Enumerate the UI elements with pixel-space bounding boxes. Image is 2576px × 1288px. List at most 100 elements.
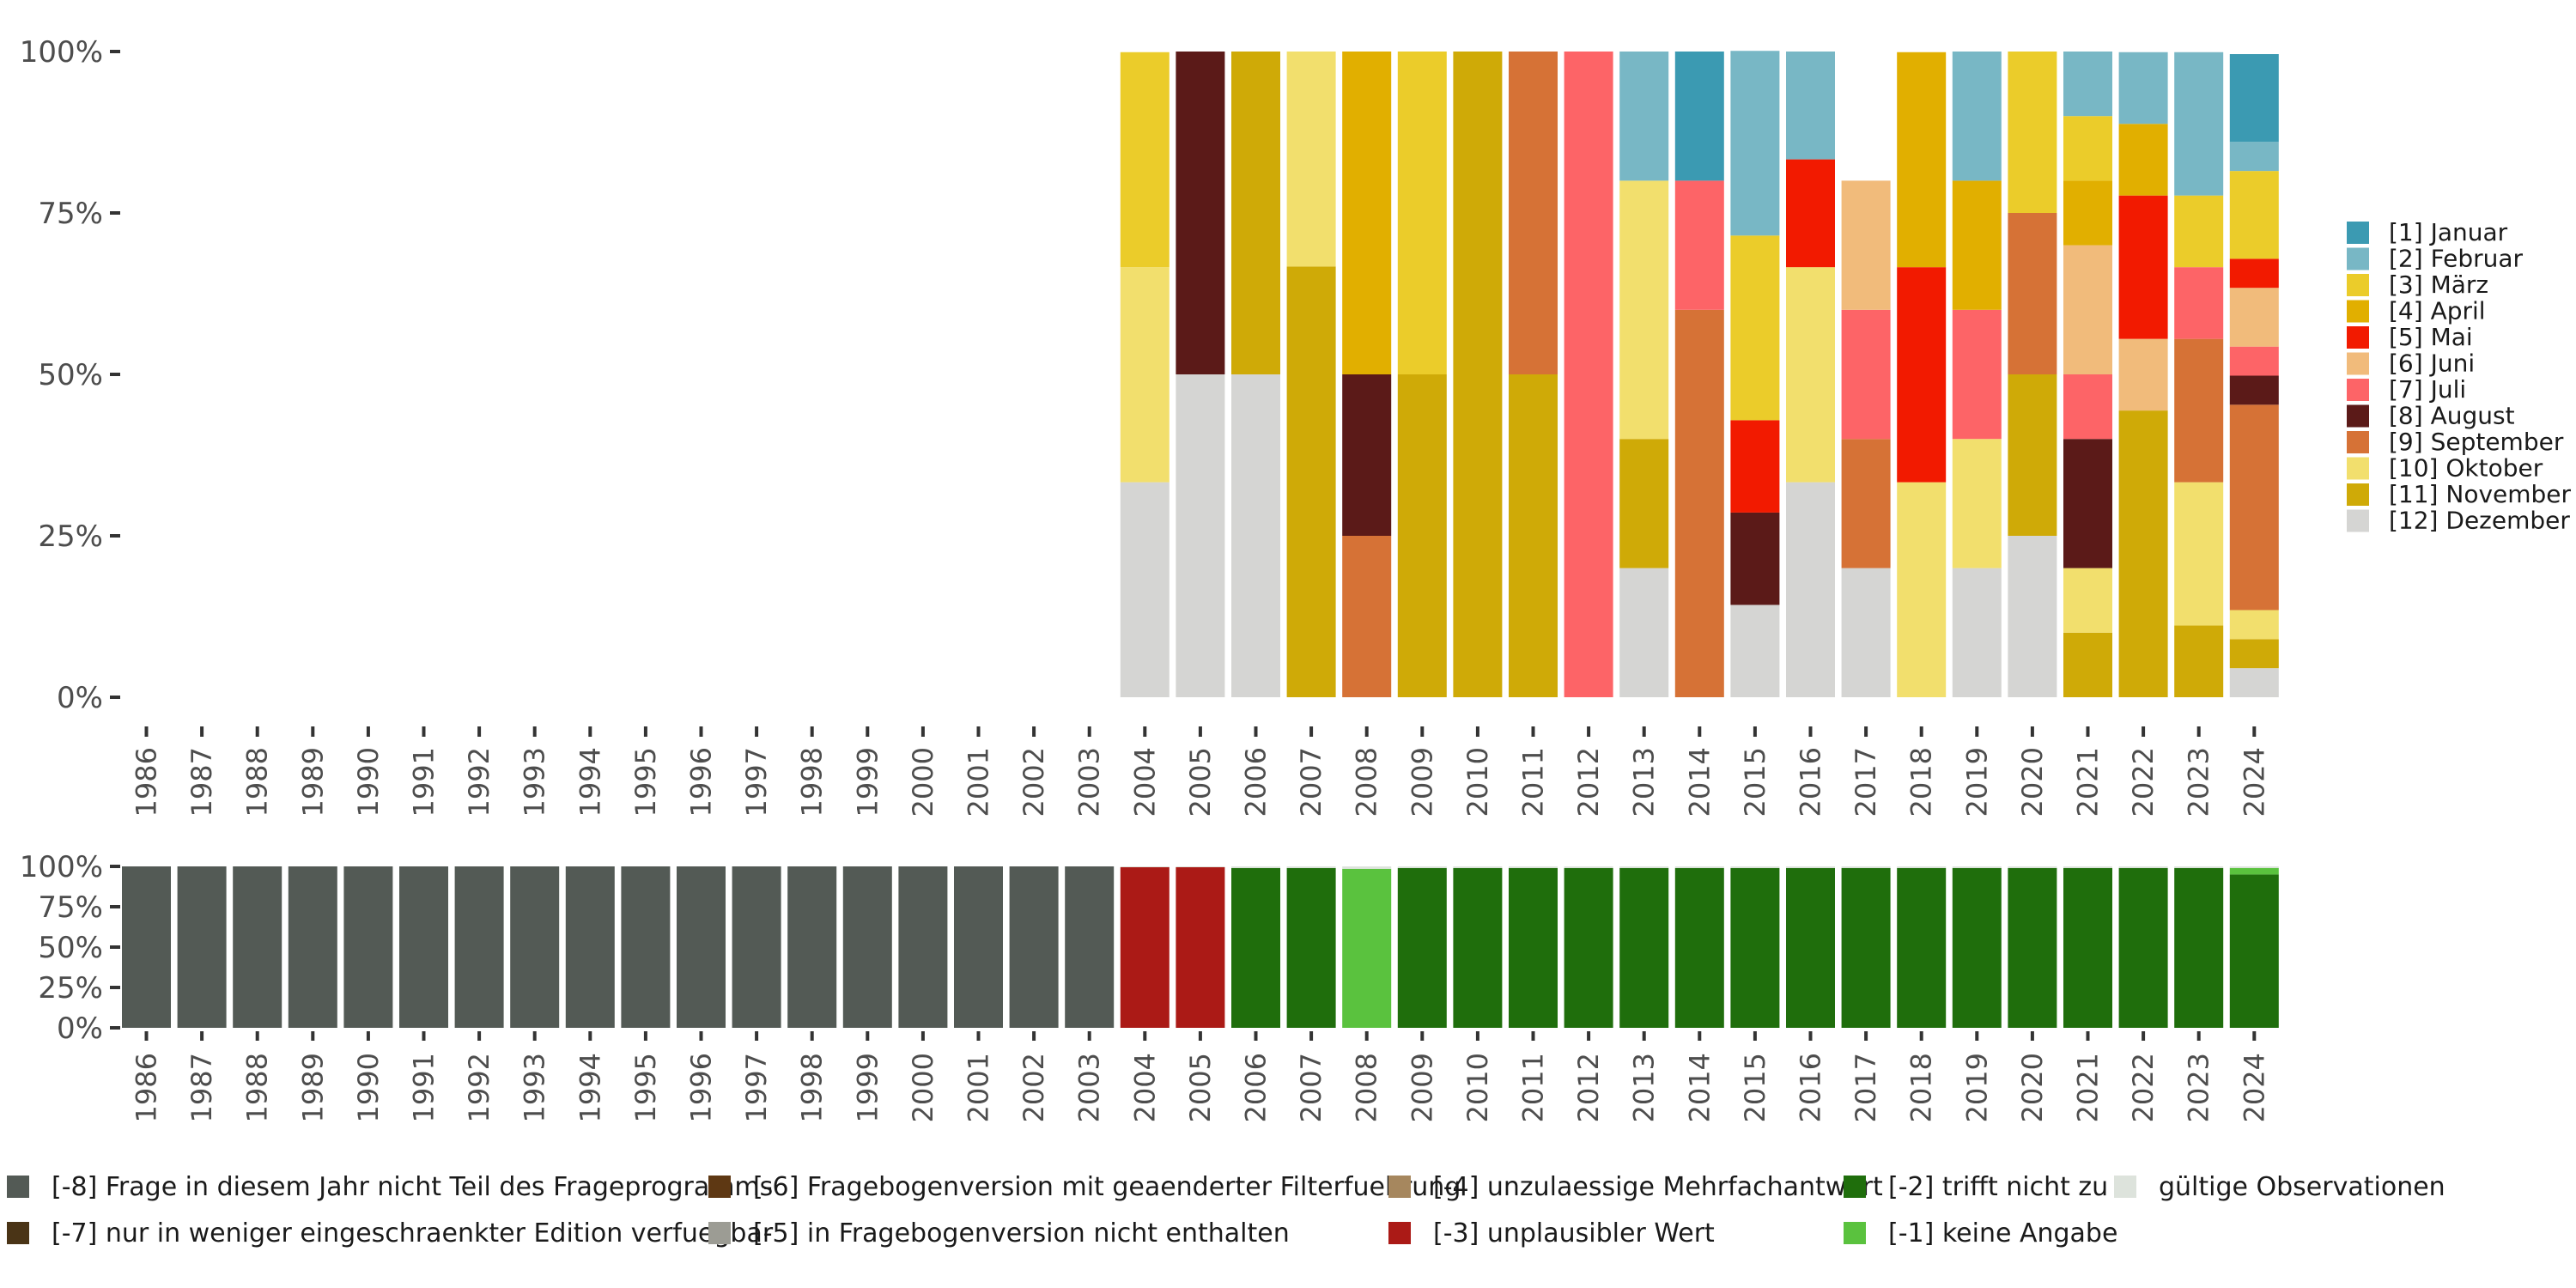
- top-chart-months: 0% 25% 50% 75% 100% 1986 1987 1988 1989 1990 1991 1…: [20, 35, 2279, 817]
- bar-segment: [1730, 51, 1780, 236]
- bar-segment: [2229, 404, 2279, 611]
- bar-segment: [1509, 867, 1558, 1028]
- x-tick-label: 2004: [1128, 747, 1161, 817]
- bar-segment: [1286, 52, 1336, 267]
- bar-segment: [2229, 142, 2279, 172]
- x-tick-label: 2015: [1739, 1053, 1771, 1122]
- bar-segment: [1564, 867, 1613, 1028]
- bar-segment: [1786, 867, 1835, 1028]
- bar-segment: [1897, 866, 1947, 868]
- x-tick-label: 2003: [1073, 747, 1106, 817]
- x-tick-label: 1992: [463, 1053, 495, 1122]
- bar-segment: [1841, 439, 1891, 568]
- bar-segment: [2174, 267, 2224, 339]
- bar-segment: [2229, 375, 2279, 405]
- bar-segment: [1509, 866, 1558, 868]
- legend-swatch: [2347, 509, 2369, 532]
- bar-segment: [1730, 605, 1780, 697]
- bottom-legend: [-8] Frage in diesem Jahr nicht Teil des…: [7, 1172, 2445, 1249]
- bar-segment: [1674, 867, 1724, 1028]
- x-tick-label: 2005: [1184, 747, 1217, 817]
- bar-segment: [1619, 867, 1669, 1028]
- legend-label: [5] Mai: [2389, 323, 2473, 351]
- bar-segment: [1674, 52, 1724, 181]
- legend-swatch: [2347, 274, 2369, 296]
- y-tick-label: 75%: [38, 890, 103, 925]
- bar-segment: [1120, 267, 1170, 483]
- bar-segment: [1120, 52, 1170, 268]
- bar-segment: [510, 866, 560, 1028]
- bar-segment: [2229, 346, 2279, 376]
- x-tick-label: 1995: [629, 747, 662, 817]
- bar-segment: [1009, 866, 1059, 1028]
- x-tick-label: 2007: [1295, 747, 1327, 817]
- bar-segment: [1176, 52, 1225, 374]
- bar-segment: [1841, 867, 1891, 1028]
- x-tick-label: 2011: [1517, 1053, 1550, 1122]
- x-tick-label: 1994: [574, 1053, 606, 1122]
- bar-segment: [1730, 512, 1780, 605]
- bar-segment: [1065, 866, 1115, 1028]
- x-tick-label: 1988: [241, 747, 274, 817]
- bar-segment: [399, 866, 448, 1028]
- bar-segment: [2118, 338, 2168, 411]
- y-tick-label: 75%: [38, 197, 103, 231]
- bar-segment: [2063, 245, 2112, 374]
- y-tick-label: 25%: [38, 971, 103, 1005]
- x-tick-label: 2012: [1572, 1053, 1605, 1122]
- bar-segment: [1286, 866, 1336, 868]
- legend-label: [11] November: [2389, 480, 2572, 508]
- x-tick-label: 2008: [1351, 747, 1383, 817]
- bar-segment: [565, 866, 615, 1028]
- x-tick-label: 2014: [1683, 747, 1716, 817]
- bar-segment: [1397, 866, 1447, 868]
- legend-label: [8] August: [2389, 402, 2515, 430]
- bar-segment: [1730, 866, 1780, 868]
- x-tick-label: 1993: [519, 1053, 551, 1122]
- legend-swatch: [2347, 247, 2369, 270]
- bar-segment: [2008, 52, 2057, 213]
- x-tick-label: 1990: [352, 747, 385, 817]
- bar-segment: [454, 866, 504, 1028]
- bar-segment: [2063, 116, 2112, 181]
- x-tick-label: 2018: [1905, 1053, 1938, 1122]
- x-tick-label: 2013: [1628, 1053, 1661, 1122]
- bar-segment: [1564, 866, 1613, 868]
- legend-swatch: [708, 1176, 731, 1198]
- x-tick-label: 1993: [519, 747, 551, 817]
- bar-segment: [1841, 180, 1891, 310]
- bar-segment: [1674, 180, 1724, 310]
- bar-segment: [1674, 866, 1724, 868]
- top-legend: [1] Januar[2] Februar[3] März[4] April[5…: [2347, 218, 2572, 535]
- x-tick-label: 2009: [1406, 747, 1438, 817]
- legend-label: gültige Observationen: [2159, 1172, 2445, 1202]
- legend-swatch: [708, 1222, 731, 1244]
- bar-segment: [1286, 867, 1336, 1028]
- bar-segment: [2008, 866, 2057, 868]
- x-tick-label: 2006: [1240, 1053, 1273, 1122]
- bar-segment: [1730, 420, 1780, 513]
- bar-segment: [1841, 309, 1891, 440]
- legend-label: [-2] trifft nicht zu: [1888, 1172, 2108, 1202]
- bar-segment: [2063, 866, 2112, 868]
- x-tick-label: 2000: [907, 747, 939, 817]
- bar-segment: [2063, 867, 2112, 1028]
- bar-segment: [1730, 867, 1780, 1028]
- bar-segment: [2118, 124, 2168, 196]
- x-tick-label: 2022: [2127, 1053, 2160, 1122]
- bar-segment: [1397, 867, 1447, 1028]
- x-tick-label: 1999: [851, 747, 884, 817]
- x-tick-label: 2007: [1295, 1053, 1327, 1122]
- bar-segment: [1231, 52, 1280, 374]
- bar-segment: [2229, 258, 2279, 289]
- x-tick-label: 1987: [185, 747, 218, 817]
- x-tick-label: 1996: [685, 747, 718, 817]
- bar-segment: [2118, 52, 2168, 125]
- x-tick-label: 1991: [408, 1053, 440, 1122]
- x-tick-label: 2019: [1960, 1053, 1993, 1122]
- bar-segment: [1952, 568, 2002, 697]
- bar-segment: [1897, 52, 1947, 268]
- bar-segment: [732, 866, 781, 1028]
- bar-segment: [1897, 267, 1947, 483]
